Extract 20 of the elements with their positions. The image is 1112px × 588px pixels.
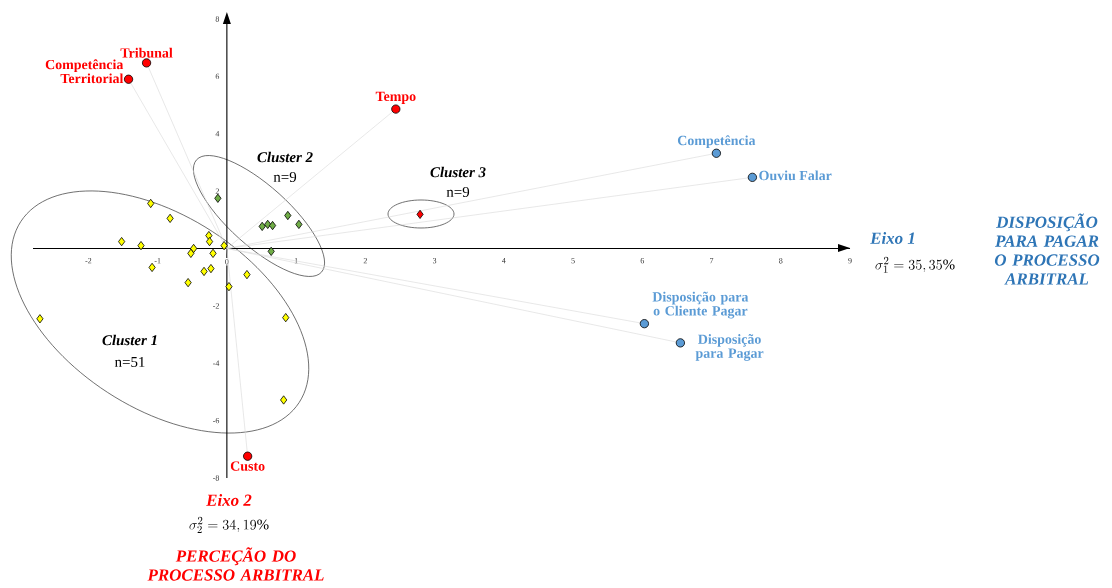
annotation: Custo (230, 461, 265, 471)
annotation: Disposição para o Cliente Pagar (652, 291, 749, 319)
text: DISPOSIÇÃO PARA PAGAR O PROCESSO ARBITRAL (994, 213, 1100, 285)
text: PERCEÇÃO DO PROCESSO ARBITRAL (147, 547, 324, 581)
annotation: n=9 (446, 186, 470, 198)
text: $\sigma_2^2 = 34,19\%$ (189, 516, 269, 533)
annotation: Ouviu Falar (759, 170, 832, 181)
text: $\sigma_1^2 = 35,35\%$ (875, 256, 955, 273)
annotation: Competência Territorial (45, 59, 124, 84)
annotation: Tempo (375, 91, 416, 104)
x-axis-title: Eixo 1 (870, 232, 915, 244)
annotation: Disposição para Pagar (695, 334, 764, 361)
annotation: Tribunal (120, 47, 173, 58)
annotation: Cluster 3 (430, 166, 486, 178)
annotation: Competência (677, 135, 756, 149)
annotation: n=9 (273, 171, 297, 183)
annotation: n=51 (114, 357, 145, 367)
text: Eixo 2 (206, 494, 252, 506)
annotation: Cluster 1 (102, 334, 157, 346)
annotation: Cluster 2 (257, 151, 313, 163)
